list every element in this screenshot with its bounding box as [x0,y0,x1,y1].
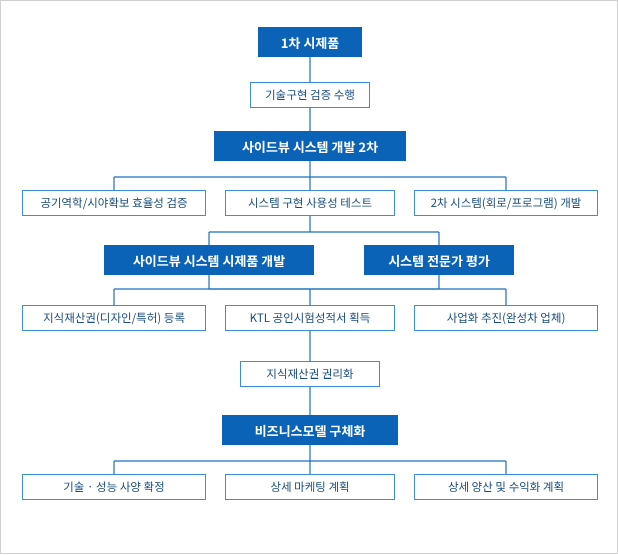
flowchart-node-n7: 사이드뷰 시스템 시제품 개발 [104,245,314,275]
node-label: 비즈니스모델 구체화 [255,421,366,440]
node-label: KTL 공인시험성적서 획득 [250,310,371,326]
flowchart-node-n4: 공기역학/시야확보 효율성 검증 [22,190,206,216]
flowchart-node-n14: 기술 · 성능 사양 확정 [22,474,206,500]
node-label: 상세 양산 및 수익화 계획 [448,479,564,495]
node-label: 사이드뷰 시스템 시제품 개발 [133,251,285,270]
node-label: 2차 시스템(회로/프로그램) 개발 [431,195,582,211]
flowchart-node-n10: KTL 공인시험성적서 획득 [225,305,395,331]
flowchart-node-n5: 시스템 구현 사용성 테스트 [225,190,395,216]
node-label: 지식재산권 권리화 [266,366,353,382]
node-label: 기술구현 검증 수행 [265,87,355,103]
flowchart-node-n8: 시스템 전문가 평가 [364,245,514,275]
flowchart-node-n6: 2차 시스템(회로/프로그램) 개발 [414,190,598,216]
node-label: 사업화 추진(완성차 업체) [447,310,566,326]
flowchart-node-n16: 상세 양산 및 수익화 계획 [414,474,598,500]
node-label: 공기역학/시야확보 효율성 검증 [40,195,187,211]
node-label: 상세 마케팅 계획 [270,479,349,495]
flowchart-node-n15: 상세 마케팅 계획 [225,474,395,500]
flowchart-node-n9: 지식재산권(디자인/특허) 등록 [22,305,206,331]
flowchart-node-n11: 사업화 추진(완성차 업체) [414,305,598,331]
flowchart-node-n13: 비즈니스모델 구체화 [222,415,398,445]
node-label: 시스템 구현 사용성 테스트 [248,195,372,211]
node-label: 1차 시제품 [281,33,339,52]
node-label: 사이드뷰 시스템 개발 2차 [242,137,378,156]
node-label: 기술 · 성능 사양 확정 [63,479,164,495]
node-label: 지식재산권(디자인/특허) 등록 [43,310,185,326]
flowchart-node-n12: 지식재산권 권리화 [240,361,380,387]
flowchart-node-n2: 기술구현 검증 수행 [250,82,370,108]
flowchart-node-n1: 1차 시제품 [258,27,362,57]
flowchart-node-n3: 사이드뷰 시스템 개발 2차 [214,131,406,161]
node-label: 시스템 전문가 평가 [388,251,490,270]
